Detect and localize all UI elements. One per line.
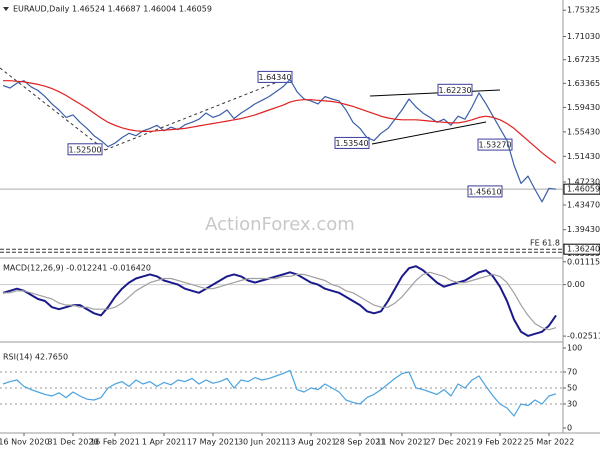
annotation-label: 1.62230 xyxy=(438,86,471,95)
channel-line xyxy=(371,121,487,145)
series-line xyxy=(2,265,557,337)
y-tick-label: 1.55430 xyxy=(567,127,600,136)
series-line xyxy=(2,78,557,203)
series-line xyxy=(2,369,557,417)
annotation-label: 1.64340 xyxy=(258,73,291,82)
y-tick-label: 0.00 xyxy=(567,280,585,289)
x-tick-label: 16 Nov 2020 xyxy=(0,438,50,447)
x-tick-label: 9 Feb 2022 xyxy=(478,438,523,447)
x-tick-label: 25 Mar 2022 xyxy=(524,438,575,447)
x-tick-label: 17 May 2021 xyxy=(187,438,239,447)
channel-line xyxy=(369,89,501,97)
y-tick-label: 0.011155 xyxy=(567,257,600,266)
y-tick-label: 1.59430 xyxy=(567,103,600,112)
x-tick-label: 16 Feb 2021 xyxy=(90,438,140,447)
price-tag: 1.46059 xyxy=(567,185,600,194)
annotation-box xyxy=(437,83,473,96)
y-tick-label: 50 xyxy=(567,384,577,393)
annotation-box xyxy=(257,70,293,83)
x-tick-label: 1 Apr 2021 xyxy=(142,438,186,447)
x-tick-label: 30 Jun 2021 xyxy=(238,438,286,447)
y-tick-label: 1.39430 xyxy=(567,225,600,234)
x-tick-label: 28 Sep 2021 xyxy=(335,438,386,447)
panel-title: EURAUD,Daily 1.46524 1.46687 1.46004 1.4… xyxy=(13,5,212,14)
annotation-box xyxy=(334,136,370,149)
price-tag-box xyxy=(563,183,600,195)
y-tick-label: 100 xyxy=(567,344,582,353)
y-tick-label: 1.51430 xyxy=(567,152,600,161)
annotation-box xyxy=(477,138,513,151)
y-tick-label: 1.43470 xyxy=(567,200,600,209)
annotation-box xyxy=(467,185,503,198)
annotation-box xyxy=(67,143,103,156)
y-tick-label: 1.63365 xyxy=(567,79,600,88)
watermark: ActionForex.com xyxy=(205,214,355,235)
x-tick-label: 13 Aug 2021 xyxy=(285,438,336,447)
annotation-label: 1.45610 xyxy=(468,187,501,196)
menu-arrow xyxy=(3,7,9,11)
annotation-label: 1.53540 xyxy=(335,139,368,148)
fe-text: FE 61.8 xyxy=(530,239,560,248)
y-tick-label: 1.75325 xyxy=(567,6,600,15)
series-line xyxy=(3,80,557,164)
y-tick-label: 0 xyxy=(567,424,572,433)
annotation-label: 1.52500 xyxy=(68,145,101,154)
y-tick-label: 1.67235 xyxy=(567,55,600,64)
fe-box xyxy=(563,243,600,255)
trend-line xyxy=(0,67,106,151)
y-tick-label: 30 xyxy=(567,400,577,409)
fe-label: 1.36240 xyxy=(567,245,600,254)
y-tick-label: 1.47230 xyxy=(567,178,600,187)
x-tick-label: 11 Nov 2021 xyxy=(376,438,427,447)
y-tick-label: 70 xyxy=(567,368,577,377)
annotation-label: 1.53270 xyxy=(478,141,511,150)
y-tick-label: 1.71030 xyxy=(567,32,600,41)
y-tick-label: -0.025117 xyxy=(567,332,600,341)
panel-title: RSI(14) 42.7650 xyxy=(3,353,68,362)
panel-title: MACD(12,26,9) -0.012241 -0.016420 xyxy=(3,264,151,273)
x-tick-label: 31 Dec 2020 xyxy=(47,438,98,447)
x-tick-label: 27 Dec 2021 xyxy=(425,438,476,447)
series-line xyxy=(3,271,557,331)
